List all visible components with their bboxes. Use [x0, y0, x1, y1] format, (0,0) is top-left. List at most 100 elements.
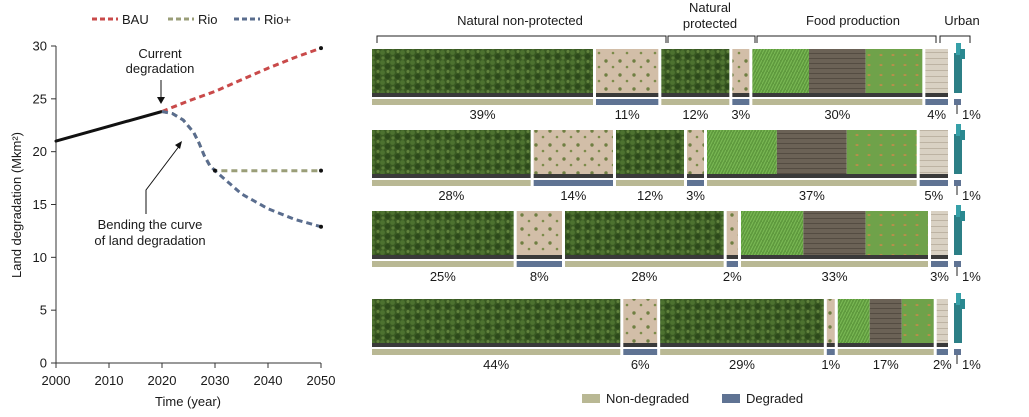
terrain-base — [732, 93, 750, 97]
annotation-bending-arrowhead — [175, 141, 182, 149]
segment-percent-label: 2% — [723, 269, 742, 284]
terrain-base — [660, 343, 824, 347]
terrain-base — [372, 343, 621, 347]
scenario-row: 44% 6% 29% 1% 17% 2% 1% — [372, 293, 981, 372]
status-bar-degraded — [954, 261, 961, 267]
x-ticks: 2000 2010 2020 2030 2040 2050 — [42, 363, 336, 388]
annotation-bending-arrow — [145, 144, 181, 214]
segment-percent-label: 37% — [799, 188, 825, 203]
bracket-food-production — [756, 35, 937, 43]
urban-percent-label: 1% — [962, 188, 981, 203]
terrain-base — [741, 255, 928, 259]
legend-swatch-degraded — [722, 394, 740, 403]
status-bar-non-degraded — [372, 99, 593, 105]
segment-percent-label: 8% — [530, 269, 549, 284]
annotation-current-line2: degradation — [126, 61, 195, 76]
status-bar-degraded — [925, 99, 948, 105]
annotation-bending-line2: of land degradation — [94, 233, 205, 248]
status-bar-non-degraded — [661, 99, 730, 105]
terrain-block-pasture — [865, 211, 928, 255]
urban-tower — [960, 211, 965, 221]
urban-buildings-block — [954, 134, 962, 174]
status-bar-non-degraded — [372, 180, 531, 186]
terrain-base — [596, 93, 659, 97]
legend-label-rio: Rio — [198, 12, 218, 27]
status-bar-degraded — [931, 261, 948, 267]
terrain-block-natural-protected-non-degraded — [616, 130, 684, 174]
segment-percent-label: 14% — [560, 188, 586, 203]
annotation-current-arrowhead — [157, 97, 165, 104]
y-ticks: 0 5 10 15 20 25 30 — [33, 39, 56, 371]
terrain-base — [687, 174, 704, 178]
terrain-block-cropland — [741, 211, 804, 255]
segment-percent-label: 1% — [821, 357, 840, 372]
line-legend: BAU Rio Rio+ — [92, 12, 291, 27]
y-axis-label: Land degradation (Mkm²) — [9, 132, 24, 278]
status-bar-degraded — [726, 261, 738, 267]
y-tick-label: 5 — [40, 303, 47, 318]
urban-percent-label: 1% — [962, 357, 981, 372]
status-bar-non-degraded — [372, 261, 514, 267]
status-bar-degraded — [732, 99, 750, 105]
x-tick-label: 2020 — [148, 373, 177, 388]
urban-tower — [960, 299, 965, 309]
urban-tower — [960, 130, 965, 140]
terrain-block-pasture — [865, 49, 923, 93]
status-bar-degraded — [919, 180, 948, 186]
scenario-row: 25% 8% 28% 2% 33% 3% 1% — [372, 205, 981, 284]
scenario-split-point — [213, 168, 217, 173]
status-bar-degraded — [596, 99, 659, 105]
status-bar-degraded — [954, 99, 961, 105]
y-tick-label: 30 — [33, 39, 47, 54]
scenario-row: 39% 11% 12% 3% 30% 4% 1% — [372, 43, 981, 122]
urban-tower — [956, 293, 961, 305]
segment-percent-label: 44% — [483, 357, 509, 372]
segment-percent-label: 33% — [821, 269, 847, 284]
segment-percent-label: 12% — [637, 188, 663, 203]
terrain-block-pasture — [846, 130, 917, 174]
terrain-block-natural-non-protected-degraded — [596, 49, 659, 93]
segment-percent-label: 28% — [631, 269, 657, 284]
terrain-base — [837, 343, 934, 347]
terrain-base — [925, 93, 948, 97]
series-end-point — [319, 224, 323, 229]
series-line-rio — [161, 110, 321, 173]
segment-percent-label: 25% — [430, 269, 456, 284]
terrain-base — [372, 93, 593, 97]
terrain-base — [931, 255, 948, 259]
group-label-natural-non-protected: Natural non-protected — [457, 13, 583, 28]
series-end-point — [319, 46, 323, 51]
x-tick-label: 2040 — [254, 373, 283, 388]
terrain-base — [372, 255, 514, 259]
terrain-block-field — [776, 130, 847, 174]
urban-buildings-block — [954, 215, 962, 255]
segment-percent-label: 12% — [682, 107, 708, 122]
terrain-block-field — [803, 211, 866, 255]
segment-percent-label: 11% — [615, 107, 640, 122]
annotation-bending-curve: Bending the curve of land degradation — [94, 141, 206, 248]
terrain-block-natural-non-protected-non-degraded — [372, 299, 621, 343]
terrain-base — [752, 93, 923, 97]
group-label-food-production: Food production — [806, 13, 900, 28]
terrain-block-degraded-farmland — [925, 49, 948, 93]
legend-swatch-non-degraded — [582, 394, 600, 403]
segment-percent-label: 30% — [824, 107, 850, 122]
terrain-block-field — [809, 49, 866, 93]
annotation-current-degradation: Current degradation — [126, 46, 195, 104]
status-bar-non-degraded — [752, 99, 923, 105]
land-use-panel: Natural non-protected Natural protected … — [372, 0, 981, 406]
terrain-base — [826, 343, 835, 347]
group-brackets: Natural non-protected Natural protected … — [376, 0, 980, 43]
terrain-block-natural-protected-degraded — [826, 299, 835, 343]
terrain-block-degraded-farmland — [931, 211, 948, 255]
y-tick-label: 20 — [33, 144, 47, 159]
x-tick-label: 2050 — [307, 373, 336, 388]
status-bar-non-degraded — [372, 349, 621, 355]
segment-percent-label: 28% — [438, 188, 464, 203]
segment-percent-label: 39% — [469, 107, 495, 122]
terrain-base — [661, 93, 730, 97]
status-bar-degraded — [954, 349, 961, 355]
status-bar-degraded — [687, 180, 704, 186]
terrain-block-degraded-farmland — [936, 299, 948, 343]
x-tick-label: 2000 — [42, 373, 71, 388]
